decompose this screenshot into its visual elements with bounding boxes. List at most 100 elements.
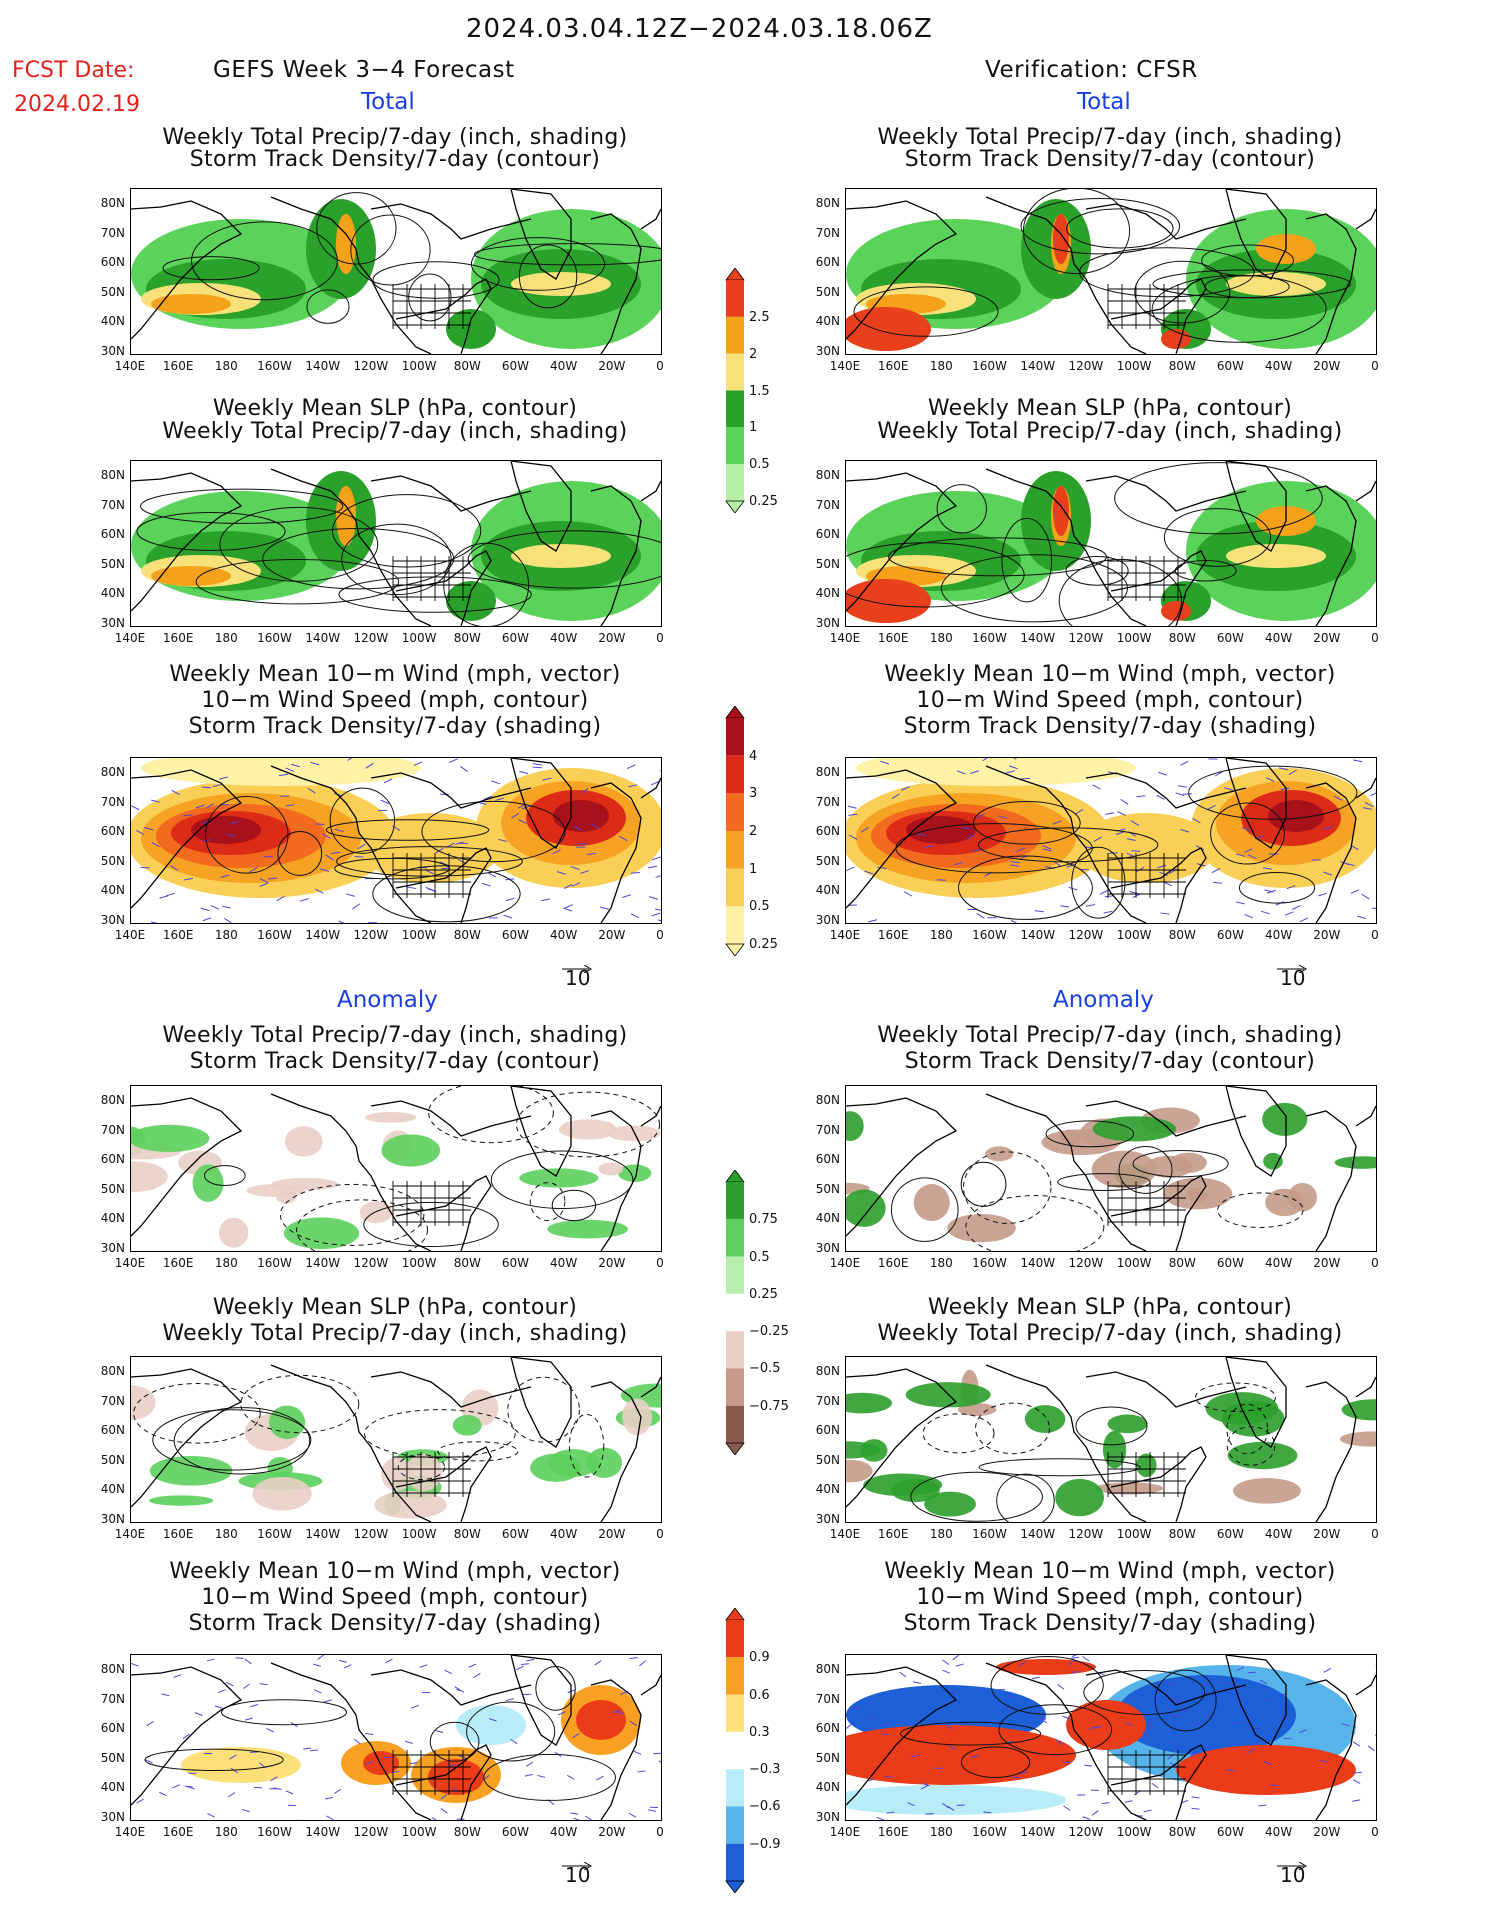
longitude-label: 20W bbox=[598, 359, 626, 373]
left-panel-6-title-line-3: Storm Track Density/7-day (shading) bbox=[188, 1611, 602, 1636]
longitude-label: 160E bbox=[877, 359, 909, 373]
latitude-label: 80N bbox=[100, 468, 125, 482]
longitude-label: 40W bbox=[1265, 1256, 1293, 1270]
colorbar-label: −0.3 bbox=[749, 1762, 781, 1778]
longitude-label: 80W bbox=[1168, 631, 1196, 645]
longitude-label: 120W bbox=[1068, 631, 1104, 645]
latitude-label: 80N bbox=[815, 196, 840, 210]
colorbar-label: 0.5 bbox=[749, 899, 770, 915]
colorbar-label: −0.6 bbox=[749, 1799, 781, 1815]
colorbar-label: 1.5 bbox=[749, 383, 770, 399]
vector-reference-label: 10 bbox=[565, 966, 591, 990]
longitude-label: 140W bbox=[1020, 1256, 1056, 1270]
longitude-label: 80W bbox=[1168, 928, 1196, 942]
colorbar-label: 4 bbox=[749, 748, 758, 764]
right-panel-2-title-line-1: Weekly Mean SLP (hPa, contour) bbox=[927, 396, 1293, 421]
right-panel-6-title-line-1: Weekly Mean 10−m Wind (mph, vector) bbox=[884, 1559, 1336, 1584]
left-panel-5-title-line-1: Weekly Mean SLP (hPa, contour) bbox=[212, 1295, 578, 1320]
longitude-label: 180 bbox=[929, 928, 953, 942]
latitude-label: 50N bbox=[815, 1452, 840, 1467]
longitude-label: 180 bbox=[214, 631, 238, 645]
longitude-label: 0 bbox=[1371, 1256, 1379, 1270]
colorbar-label: 0.5 bbox=[749, 1249, 770, 1265]
map-graphic bbox=[846, 1655, 1376, 1820]
latitude-label: 40N bbox=[815, 1211, 840, 1225]
longitude-label: 60W bbox=[501, 631, 530, 645]
longitude-label: 20W bbox=[598, 1825, 626, 1839]
longitude-label: 140E bbox=[114, 1825, 146, 1839]
longitude-label: 40W bbox=[550, 631, 578, 645]
right-panel-4-title-line-1: Weekly Total Precip/7-day (inch, shading… bbox=[877, 1023, 1343, 1048]
longitude-label: 140E bbox=[829, 1825, 861, 1839]
longitude-label: 120W bbox=[353, 1527, 389, 1541]
longitude-label: 160W bbox=[257, 928, 292, 942]
latitude-label: 30N bbox=[100, 1511, 125, 1526]
longitude-label: 160W bbox=[972, 1256, 1007, 1270]
right-panel-3-title-line-1: Weekly Mean 10−m Wind (mph, vector) bbox=[884, 662, 1336, 687]
latitude-label: 40N bbox=[815, 586, 840, 600]
longitude-label: 160W bbox=[257, 1256, 292, 1270]
latitude-label: 50N bbox=[100, 1181, 125, 1196]
longitude-label: 20W bbox=[1313, 1825, 1341, 1839]
latitude-label: 40N bbox=[100, 314, 125, 328]
right-map-panel-2 bbox=[845, 460, 1377, 627]
latitude-label: 30N bbox=[815, 1511, 840, 1526]
latitude-label: 70N bbox=[815, 1691, 840, 1706]
longitude-label: 0 bbox=[656, 631, 664, 645]
right-map-panel-3 bbox=[845, 757, 1377, 924]
longitude-label: 140E bbox=[114, 1527, 146, 1541]
longitude-label: 140W bbox=[305, 359, 341, 373]
vector-reference-label: 10 bbox=[1280, 1863, 1306, 1887]
colorbar-label: 0.75 bbox=[749, 1212, 778, 1228]
right-panel-4-title-line-2: Storm Track Density/7-day (contour) bbox=[904, 1049, 1316, 1074]
colorbar-label: 1 bbox=[749, 861, 758, 877]
latitude-label: 50N bbox=[100, 853, 125, 868]
latitude-label: 30N bbox=[100, 343, 125, 358]
map-graphic bbox=[846, 1086, 1376, 1251]
longitude-label: 160E bbox=[162, 1527, 194, 1541]
longitude-label: 0 bbox=[656, 359, 664, 373]
colorbar-label: 1 bbox=[749, 420, 758, 436]
map-graphic bbox=[846, 1357, 1376, 1522]
latitude-label: 60N bbox=[815, 527, 840, 541]
right-column-title: Verification: CFSR bbox=[985, 57, 1198, 83]
longitude-label: 40W bbox=[1265, 928, 1293, 942]
latitude-label: 50N bbox=[815, 1750, 840, 1765]
left-map-panel-2 bbox=[130, 460, 662, 627]
latitude-label: 30N bbox=[815, 343, 840, 358]
right-panel-5-title-line-2: Weekly Total Precip/7-day (inch, shading… bbox=[877, 1321, 1343, 1346]
longitude-label: 60W bbox=[501, 1825, 530, 1839]
map-graphic bbox=[131, 461, 661, 626]
latitude-label: 50N bbox=[100, 284, 125, 299]
latitude-label: 80N bbox=[815, 1093, 840, 1107]
longitude-label: 140E bbox=[829, 1256, 861, 1270]
latitude-label: 40N bbox=[100, 1482, 125, 1496]
colorbar-label: −0.25 bbox=[749, 1324, 789, 1340]
longitude-label: 100W bbox=[1116, 1527, 1152, 1541]
longitude-label: 180 bbox=[214, 1256, 238, 1270]
longitude-label: 60W bbox=[501, 928, 530, 942]
latitude-label: 80N bbox=[815, 765, 840, 779]
latitude-label: 70N bbox=[100, 794, 125, 809]
latitude-label: 80N bbox=[100, 765, 125, 779]
colorbar-label: −0.5 bbox=[749, 1361, 781, 1377]
left-panel-3-title-line-2: 10−m Wind Speed (mph, contour) bbox=[201, 688, 589, 713]
longitude-label: 100W bbox=[1116, 631, 1152, 645]
colorbar-label: 0.25 bbox=[749, 494, 778, 509]
colorbar-label: 2 bbox=[749, 346, 758, 362]
colorbar-storm-anom bbox=[725, 1607, 745, 1897]
map-graphic bbox=[131, 1086, 661, 1251]
longitude-label: 140W bbox=[1020, 928, 1056, 942]
latitude-label: 30N bbox=[100, 1809, 125, 1824]
right-panel-3-title-line-2: 10−m Wind Speed (mph, contour) bbox=[916, 688, 1304, 713]
longitude-label: 120W bbox=[353, 1256, 389, 1270]
longitude-label: 60W bbox=[1216, 631, 1245, 645]
longitude-label: 160E bbox=[162, 1825, 194, 1839]
latitude-label: 50N bbox=[815, 556, 840, 571]
colorbar-label: 2 bbox=[749, 824, 758, 839]
latitude-label: 40N bbox=[100, 586, 125, 600]
latitude-label: 50N bbox=[100, 556, 125, 571]
right-panel-2-title-line-2: Weekly Total Precip/7-day (inch, shading… bbox=[877, 419, 1343, 444]
longitude-label: 120W bbox=[353, 1825, 389, 1839]
longitude-label: 60W bbox=[1216, 1256, 1245, 1270]
